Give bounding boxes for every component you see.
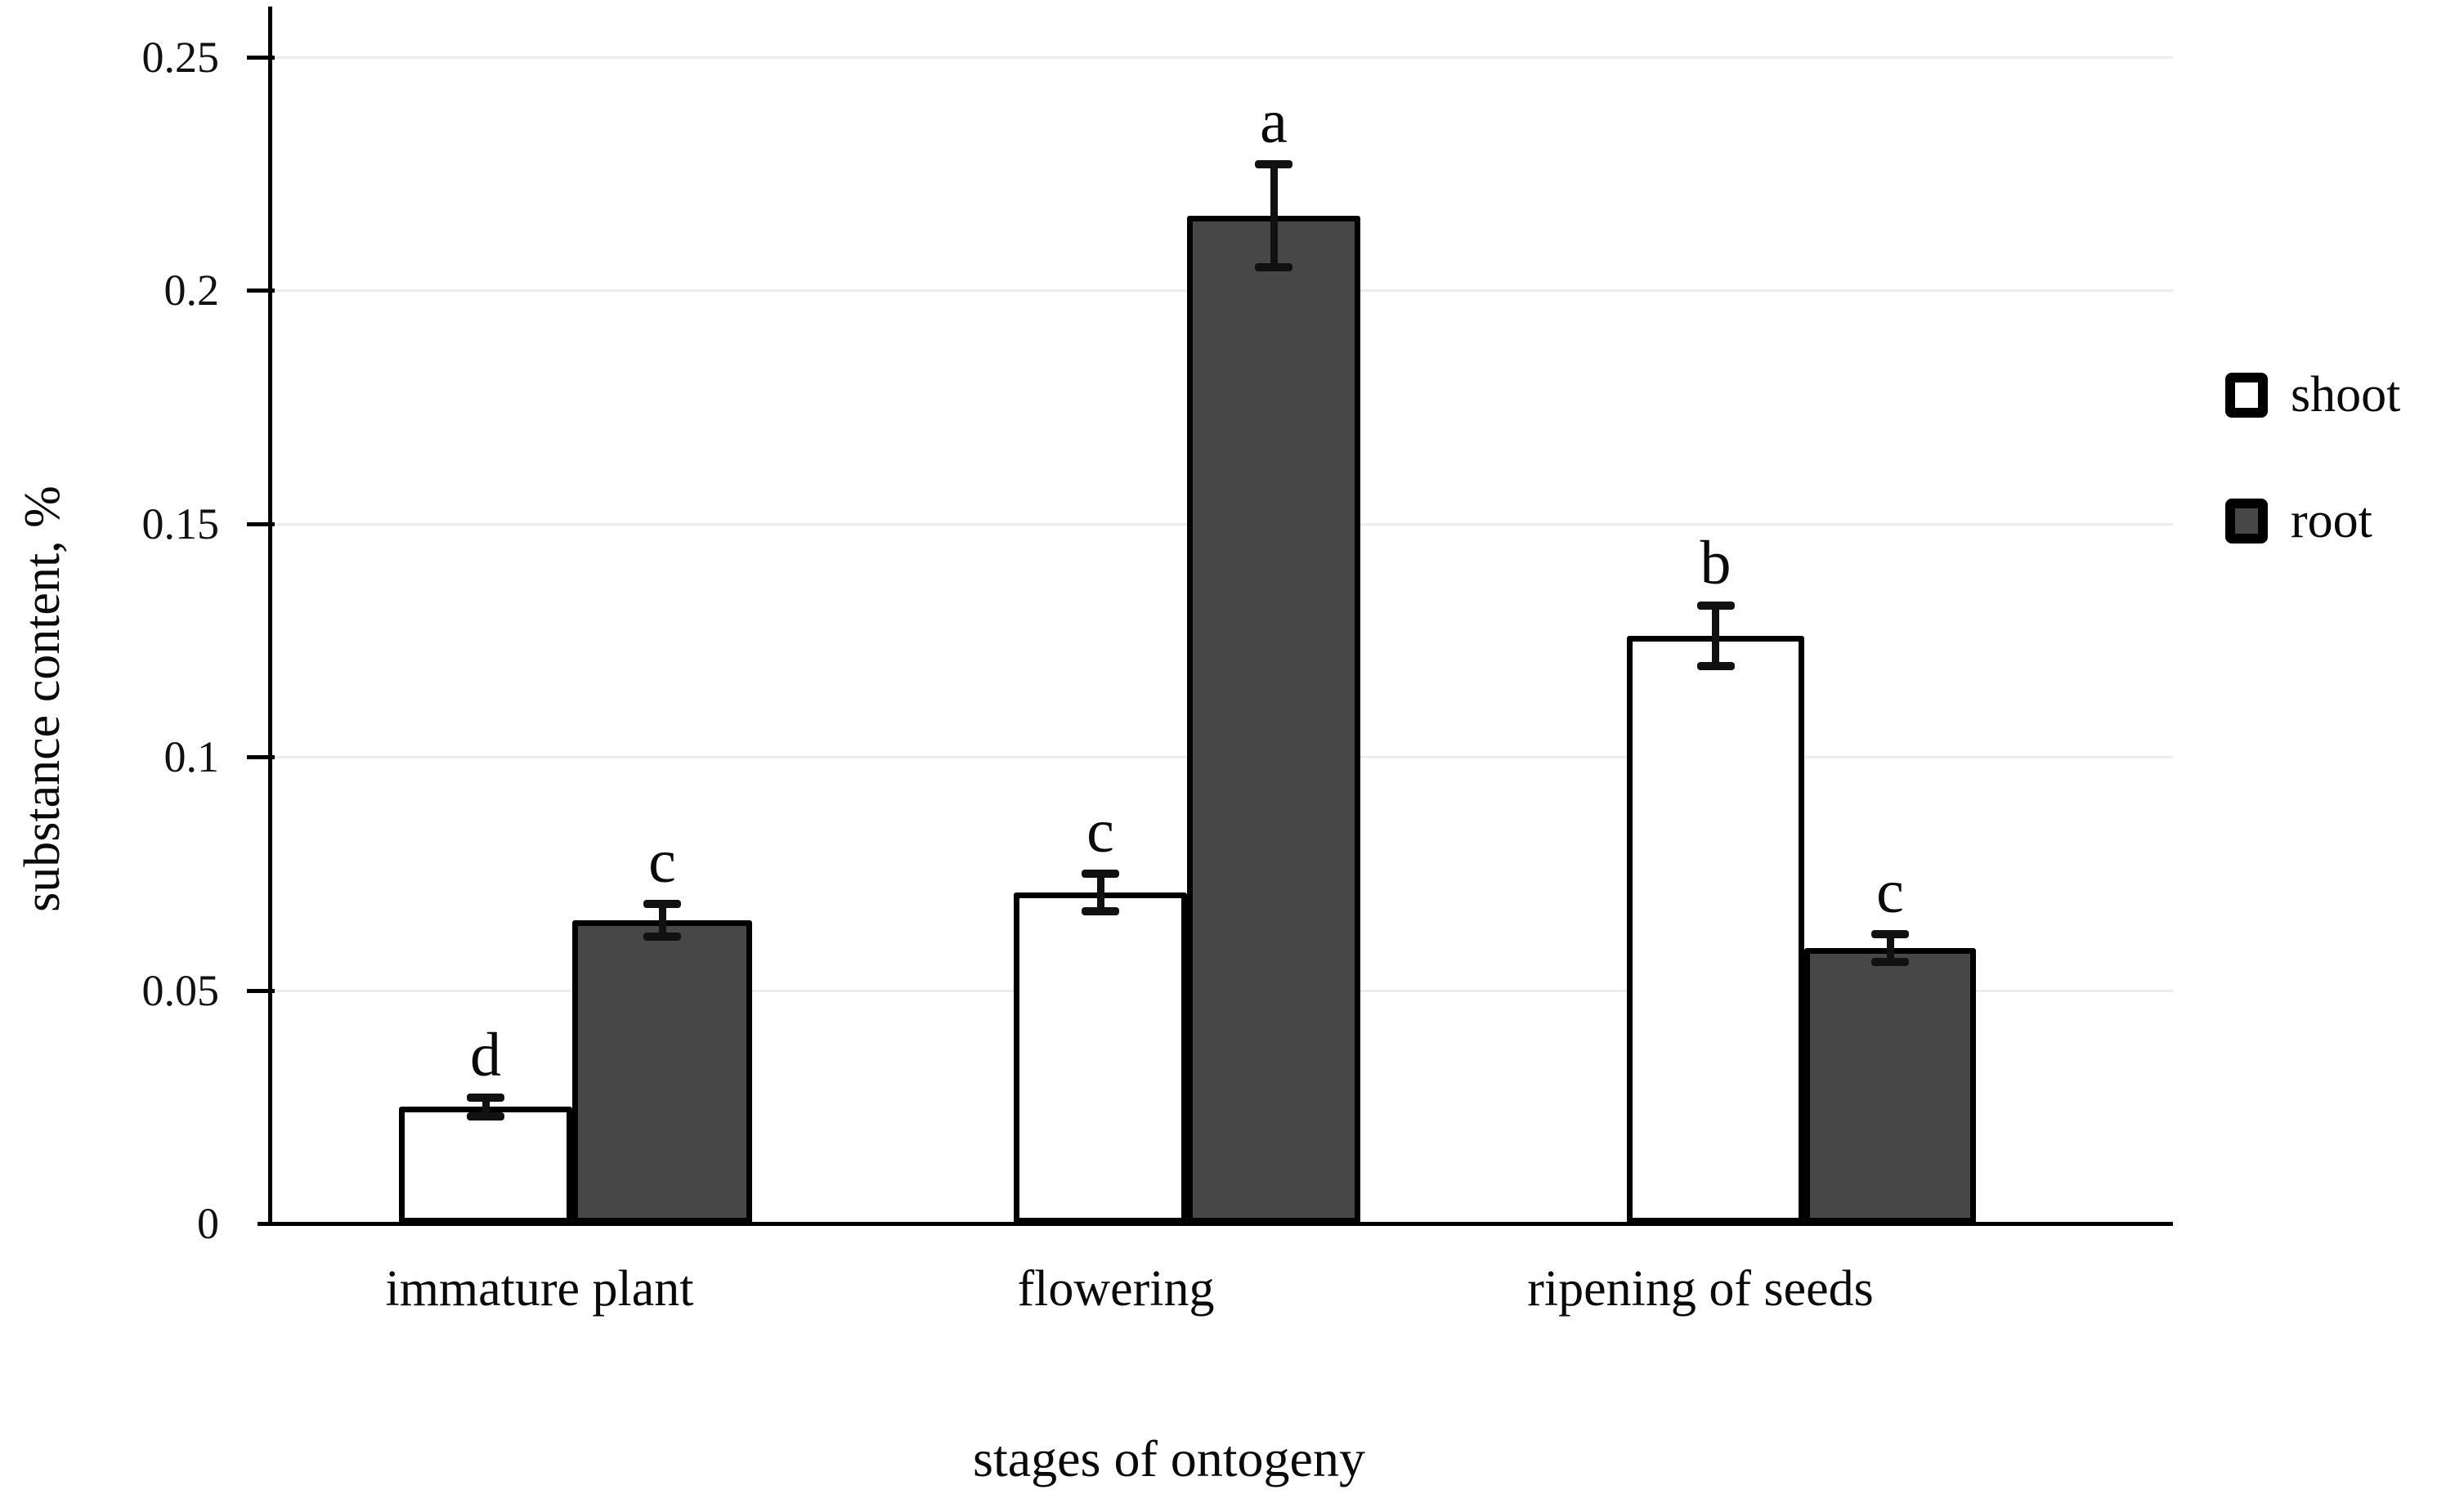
- significance-letter-shoot-flowering: c: [1086, 796, 1114, 866]
- y-tick-label: 0.15: [141, 499, 220, 548]
- bar-shoot-flowering: [1014, 892, 1187, 1223]
- error-bar-cap-bottom: [1696, 661, 1735, 670]
- bar-root-immature-plant: [572, 919, 752, 1223]
- shoot-swatch-icon: [2225, 372, 2268, 418]
- y-axis-tick: [247, 988, 275, 993]
- bar-root-flowering: [1187, 216, 1360, 1223]
- error-bar-cap-bottom: [1082, 906, 1119, 915]
- y-tick-label: 0.1: [164, 732, 220, 782]
- y-axis-tick: [247, 289, 275, 293]
- error-bar-cap-top: [1082, 869, 1119, 878]
- y-tick-label: 0.25: [141, 33, 220, 82]
- x-category-label: immature plant: [385, 1261, 694, 1317]
- significance-letter-root-ripening-of-seeds: c: [1876, 857, 1904, 927]
- y-axis-line: [268, 7, 272, 1226]
- x-axis-line: [258, 1222, 2173, 1226]
- root-swatch-icon: [2225, 498, 2268, 544]
- significance-letter-shoot-ripening-of-seeds: b: [1700, 528, 1731, 597]
- error-bar-shoot-immature-plant: [482, 1097, 490, 1116]
- legend-item-root: root: [2225, 495, 2400, 546]
- error-bar-cap-top: [1696, 601, 1735, 610]
- significance-letter-shoot-immature-plant: d: [470, 1020, 501, 1089]
- significance-letter-root-flowering: a: [1260, 87, 1288, 157]
- y-tick-label: 0.2: [164, 266, 220, 315]
- error-bar-shoot-ripening-of-seeds: [1712, 605, 1719, 666]
- y-tick-label: 0.05: [141, 965, 220, 1015]
- error-bar-root-immature-plant: [658, 904, 666, 937]
- error-bar-cap-top: [643, 900, 681, 909]
- error-bar-cap-bottom: [1871, 958, 1909, 967]
- y-tick-label: 0: [197, 1199, 219, 1248]
- x-category-label: flowering: [1017, 1261, 1215, 1317]
- x-axis-title: stages of ontogeny: [973, 1429, 1365, 1487]
- legend-item-shoot: shoot: [2225, 369, 2400, 420]
- bar-shoot-ripening-of-seeds: [1627, 635, 1804, 1223]
- legend-label-shoot: shoot: [2291, 367, 2401, 423]
- error-bar-cap-bottom: [1255, 262, 1292, 271]
- y-axis-title: substance content, %: [15, 485, 70, 912]
- y-axis-tick: [247, 755, 275, 760]
- legend: shoot root: [2225, 369, 2400, 621]
- y-axis-tick: [247, 521, 275, 526]
- error-bar-cap-bottom: [467, 1112, 504, 1121]
- x-category-label: ripening of seeds: [1527, 1261, 1874, 1317]
- y-axis-tick: [247, 56, 275, 60]
- error-bar-shoot-flowering: [1096, 873, 1104, 911]
- error-bar-root-flowering: [1270, 164, 1278, 267]
- significance-letter-root-immature-plant: c: [648, 827, 676, 897]
- error-bar-root-ripening-of-seeds: [1886, 934, 1894, 963]
- bar-root-ripening-of-seeds: [1804, 948, 1976, 1223]
- bar-shoot-immature-plant: [399, 1107, 572, 1223]
- legend-label-root: root: [2291, 493, 2372, 548]
- error-bar-cap-top: [1871, 930, 1909, 939]
- error-bar-cap-top: [467, 1093, 504, 1102]
- error-bar-cap-top: [1255, 160, 1292, 169]
- gridline: [270, 56, 2173, 59]
- error-bar-cap-bottom: [643, 932, 681, 941]
